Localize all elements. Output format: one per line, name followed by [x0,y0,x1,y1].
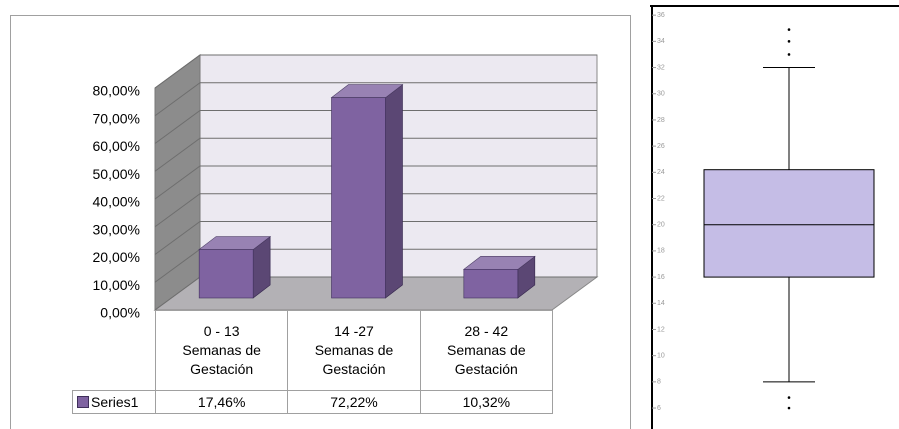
category-cell: 28 - 42 Semanas de Gestación [419,310,553,391]
value-cell: 17,46% [155,390,289,414]
outlier [787,406,791,410]
y-tick-label: 34 [657,38,665,45]
y-tick-label: 16 [657,274,665,281]
legend-cell: Series1 [72,390,156,414]
y-tick-label: 28 [657,117,665,124]
y-tick-label: 32 [657,64,665,71]
y-tick-label: 36 [657,12,665,19]
bar [463,269,519,299]
y-tick-label: 12 [657,326,665,333]
y-tick-label: 40,00% [93,194,140,210]
y-tick-label: 30 [657,91,665,98]
grid-line [154,82,597,117]
y-tick-label: 80,00% [93,83,140,99]
grid-line [154,54,597,89]
y-tick-label: 0,00% [100,305,140,321]
grid-line [154,110,597,144]
outlier [787,40,791,43]
grid-line [154,193,597,228]
bar-top-shade [331,84,403,98]
y-tick-label: 60,00% [93,138,140,154]
bar-top-shade [199,236,271,250]
value-cell: 10,32% [419,390,553,414]
legend-swatch [77,396,89,408]
bar [331,97,386,299]
grid-line [154,137,597,172]
y-tick-label: 24 [657,169,665,176]
bar [198,249,254,299]
bar-side-shade [385,84,403,298]
bar-top-shade [463,256,535,270]
value-cell: 72,22% [287,390,421,414]
y-tick-label: 10 [657,353,665,360]
y-tick-label: 8 [657,379,661,386]
bar-side-shade [517,256,535,298]
bar-side-shade [253,236,271,298]
grid-line [154,165,597,200]
y-tick-label: 50,00% [93,166,140,182]
outlier [787,53,791,56]
y-tick-label: 14 [657,300,665,307]
y-tick-label: 22 [657,195,665,202]
outlier [787,28,791,31]
category-cell: 14 -27 Semanas de Gestación [287,310,421,391]
grid-line [154,221,597,255]
y-tick-label: 30,00% [93,221,140,237]
y-tick-label: 26 [657,143,665,150]
y-tick-label: 20,00% [93,249,140,265]
outlier [787,396,791,399]
y-tick-label: 20 [657,222,665,229]
y-tick-label: 6 [657,405,661,412]
y-tick-label: 70,00% [93,110,140,126]
category-cell: 0 - 13 Semanas de Gestación [155,310,289,391]
box [703,169,875,278]
y-tick-label: 18 [657,248,665,255]
legend-label: Series1 [91,393,139,410]
y-tick-label: 10,00% [93,277,140,293]
